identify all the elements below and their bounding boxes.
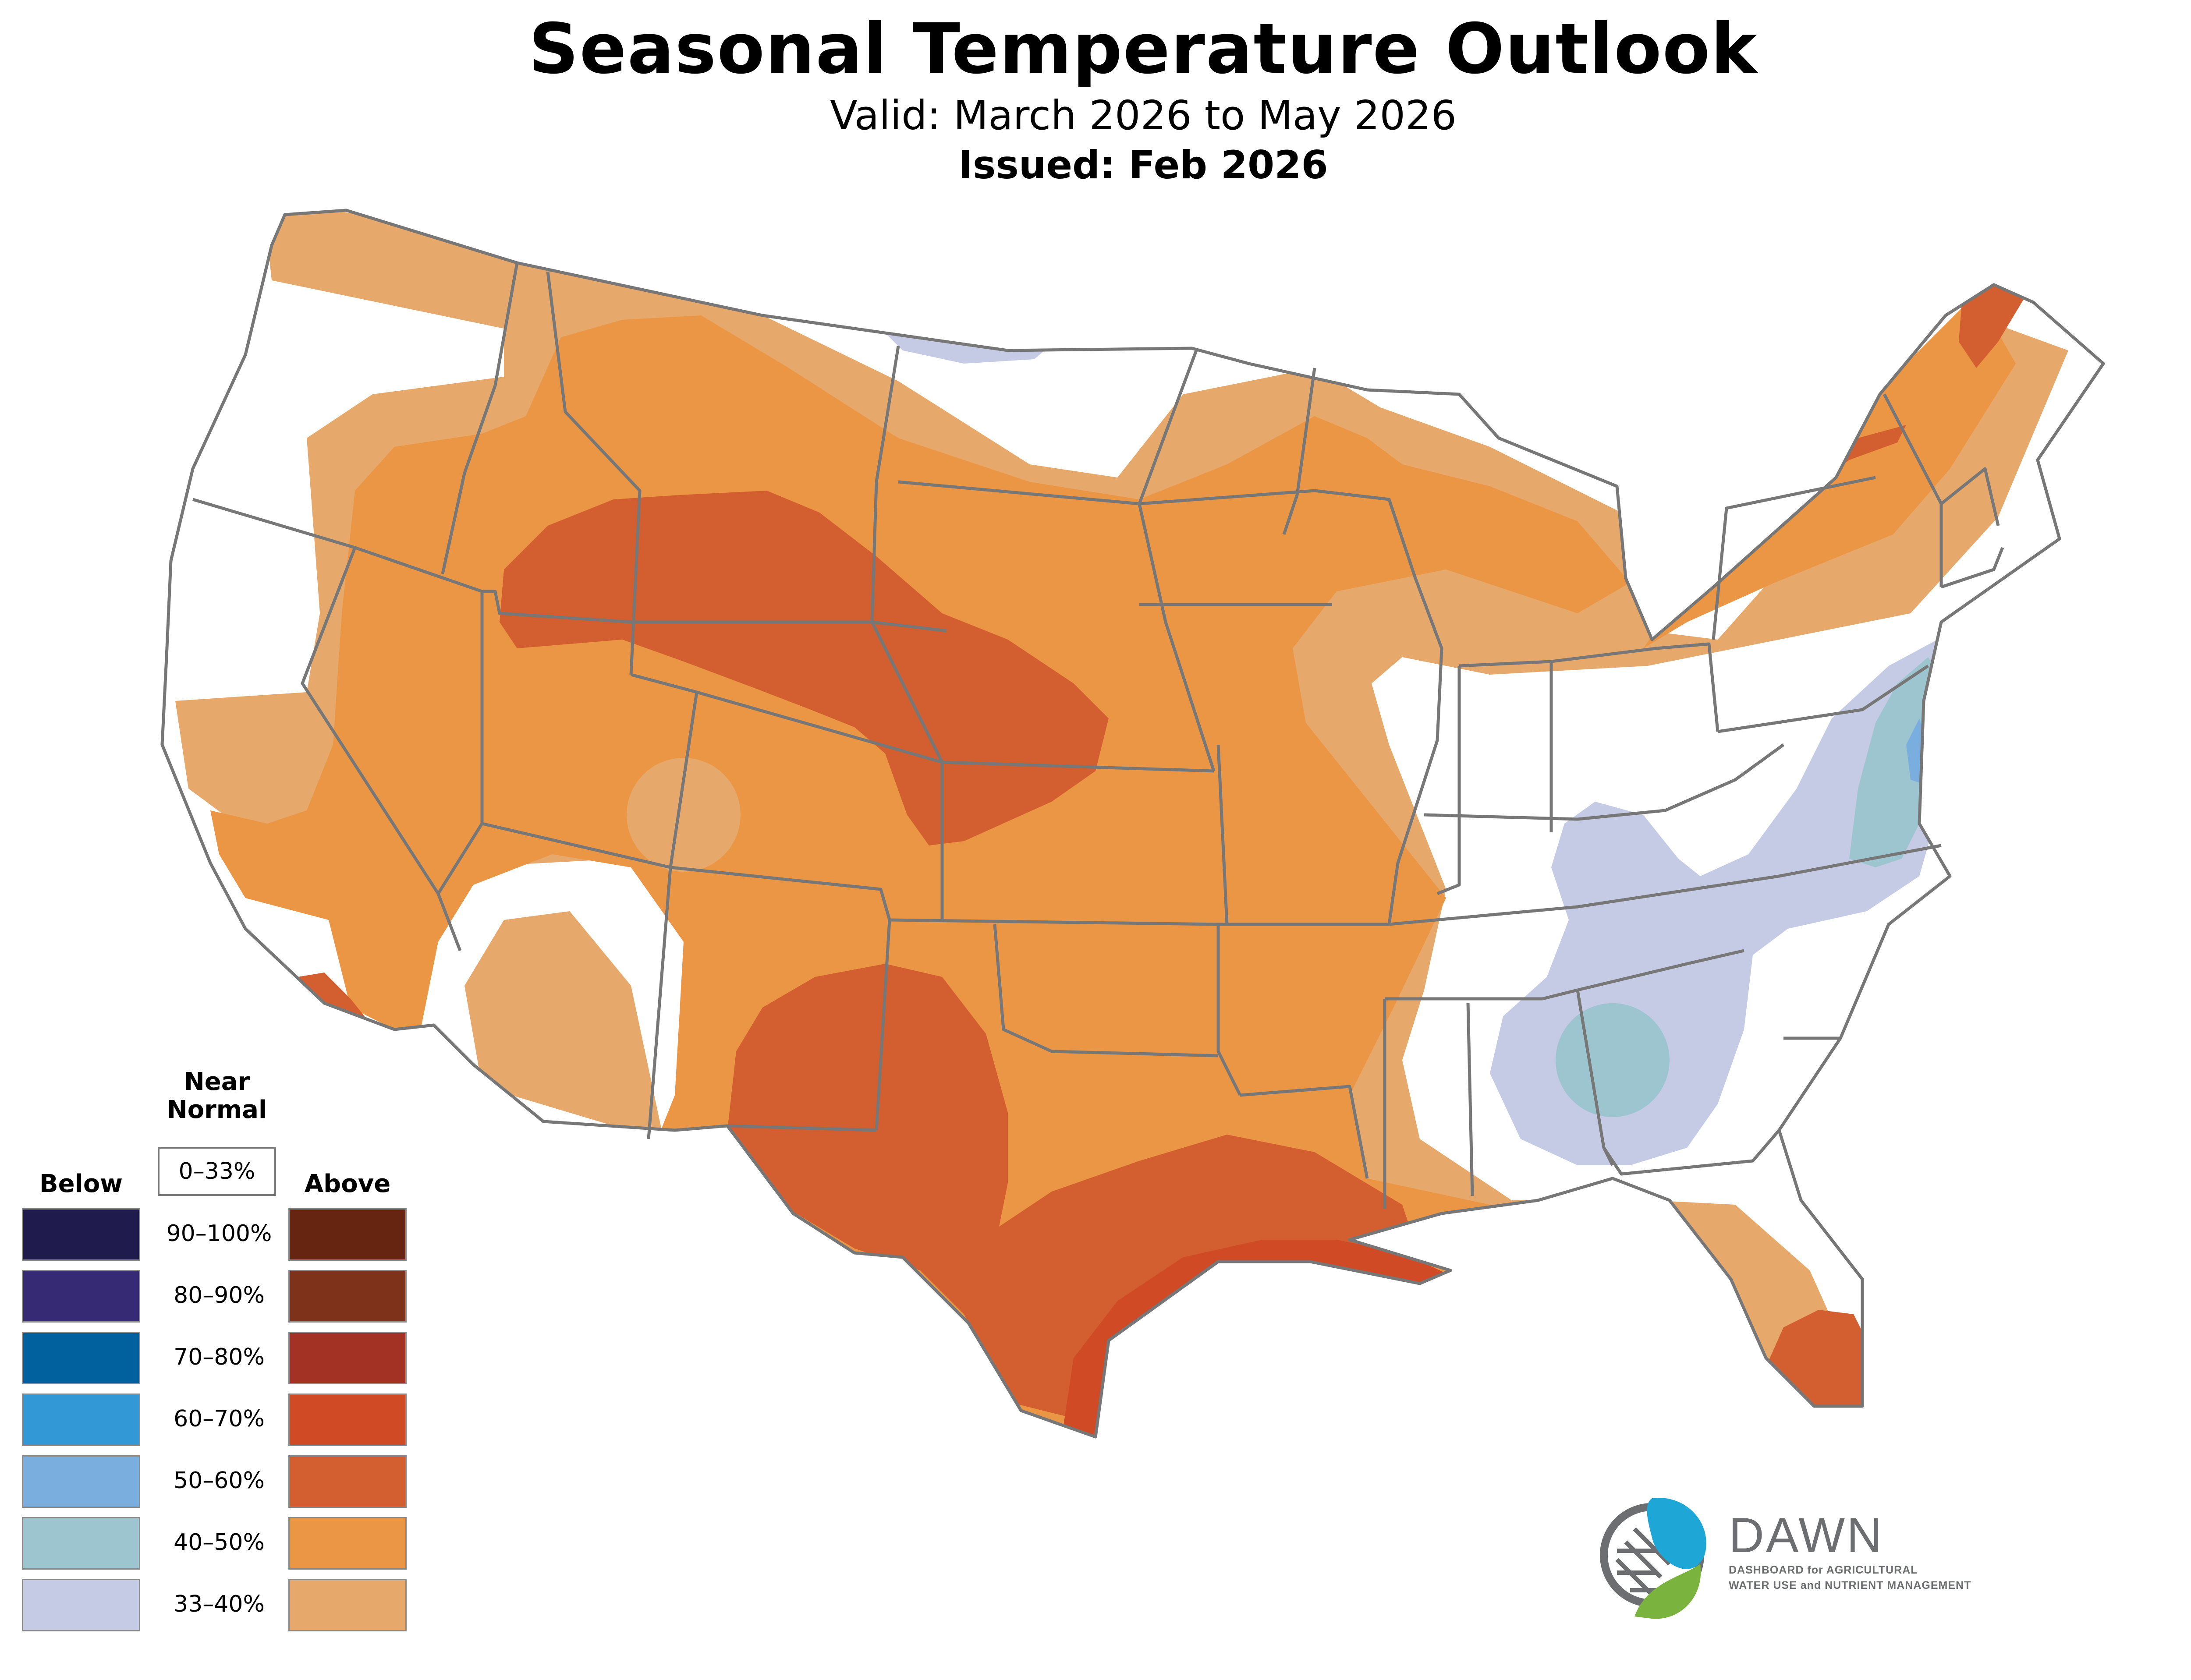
legend-below-swatch [22, 1208, 140, 1261]
legend-above-swatch [288, 1579, 407, 1631]
legend-below-swatch [22, 1270, 140, 1323]
valid-period: Valid: March 2026 to May 2026 [830, 92, 1457, 139]
legend-near-heading-line1: Near [184, 1068, 250, 1096]
dawn-logo-mark [1600, 1498, 1706, 1619]
logo-tagline-2: WATER USE and NUTRIENT MANAGEMENT [1729, 1579, 1971, 1592]
legend-range-label: 33–40% [174, 1591, 265, 1617]
legend-near-range: 0–33% [158, 1147, 276, 1196]
above-33-40-patch [627, 758, 741, 872]
legend-range-label: 90–100% [166, 1220, 272, 1247]
logo-grid [1615, 1527, 1674, 1596]
page-title: Seasonal Temperature Outlook [528, 9, 1758, 89]
legend-below-swatch [22, 1579, 140, 1631]
above-50-60-florida [1766, 1310, 1875, 1437]
logo-name: DAWN [1729, 1508, 1884, 1563]
legend-below-swatch [22, 1394, 140, 1446]
legend-above-swatch [288, 1455, 407, 1508]
legend-range-label: 40–50% [174, 1529, 265, 1556]
legend-range-label: 70–80% [174, 1344, 265, 1370]
state-borders [162, 210, 2103, 1437]
legend-above-swatch [288, 1394, 407, 1446]
legend-near-heading: Near Normal [156, 1068, 278, 1124]
legend-range-label: 60–70% [174, 1406, 265, 1432]
legend-near-heading-line2: Normal [167, 1096, 267, 1124]
legend-range-label: 50–60% [174, 1468, 265, 1494]
logo-tagline-1: DASHBOARD for AGRICULTURAL [1729, 1564, 1918, 1576]
legend-above-swatch [288, 1208, 407, 1261]
above-50-60-central [500, 491, 1109, 845]
logo-water-drop [1647, 1498, 1706, 1569]
legend-below-swatch [22, 1455, 140, 1508]
logo-leaf [1634, 1564, 1701, 1619]
above-50-60-gulf [727, 964, 1424, 1424]
outlook-zones [162, 210, 2103, 1437]
legend-above-swatch [288, 1517, 407, 1570]
issued-date: Issued: Feb 2026 [958, 142, 1328, 187]
legend-above-heading: Above [304, 1170, 391, 1198]
legend-range-label: 80–90% [174, 1282, 265, 1309]
below-40-50-georgia [1556, 1003, 1670, 1117]
legend-above-swatch [288, 1270, 407, 1323]
legend-below-heading: Below [39, 1170, 123, 1198]
legend-above-swatch [288, 1332, 407, 1384]
legend-below-swatch [22, 1332, 140, 1384]
above-50-60-socal [298, 973, 368, 1021]
legend-below-swatch [22, 1517, 140, 1570]
